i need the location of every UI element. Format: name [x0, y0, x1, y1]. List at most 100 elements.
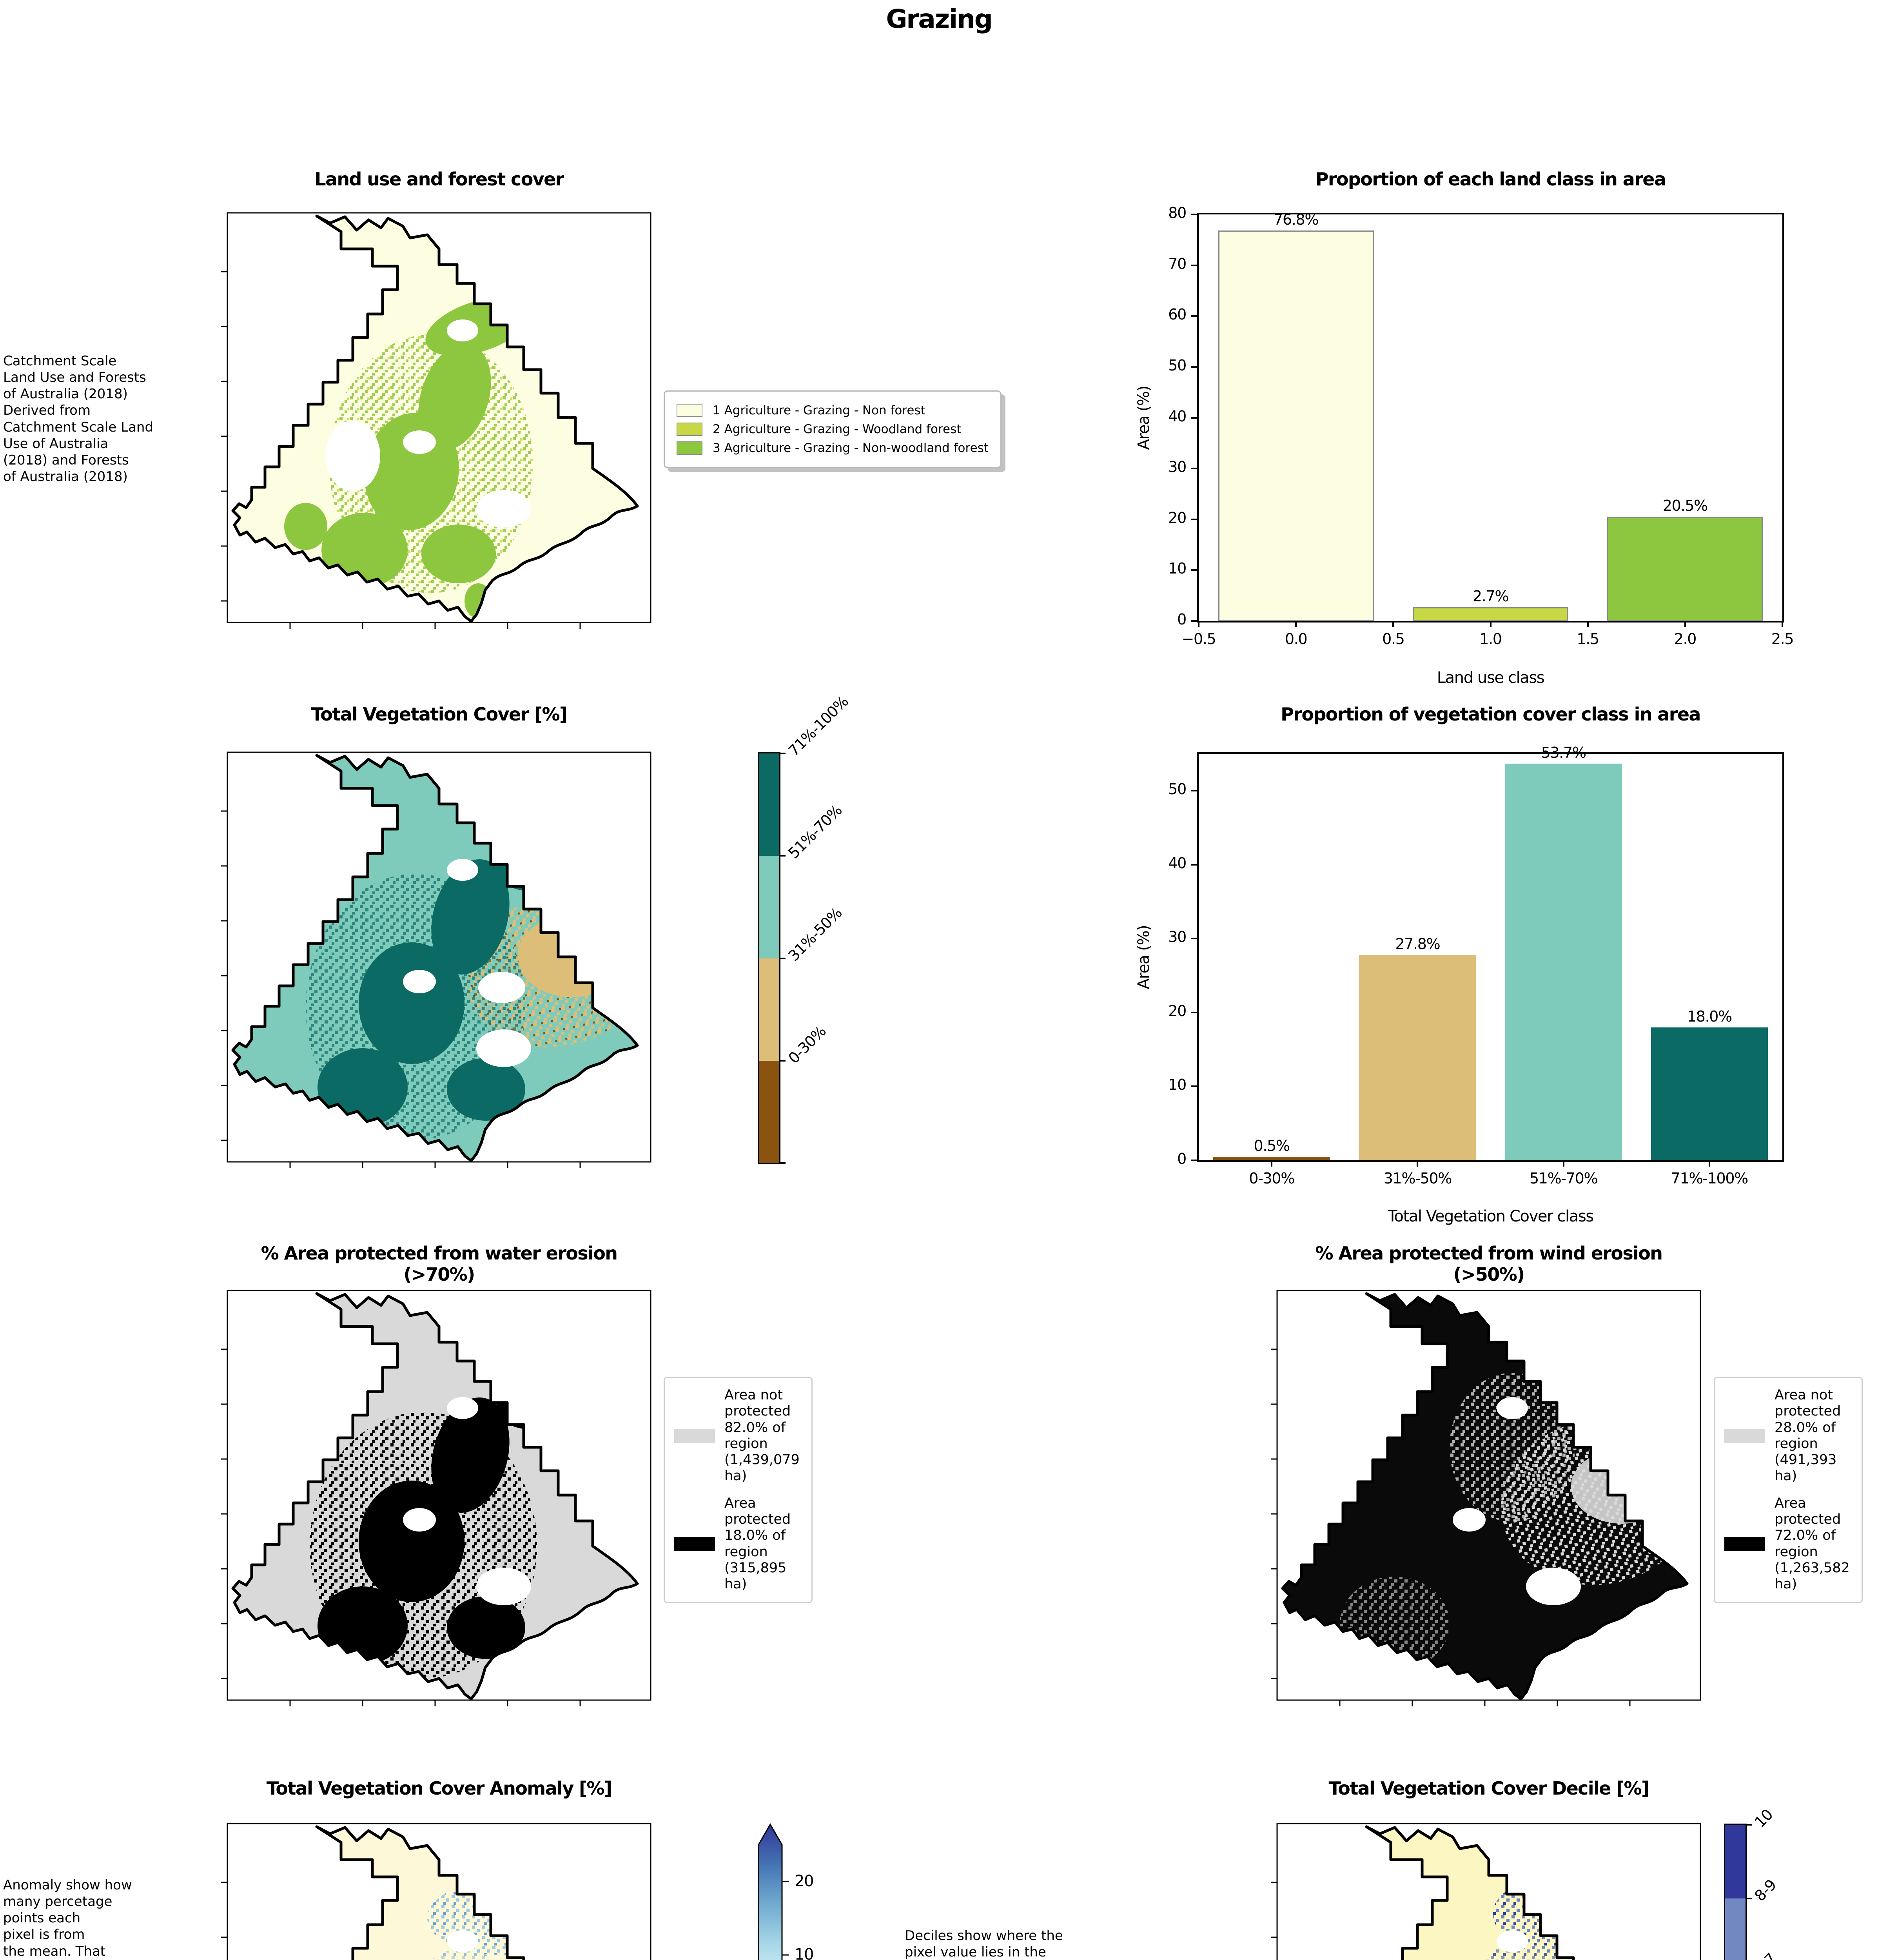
legend-label: Area not protected 82.0% of region (1,43… — [724, 1387, 800, 1484]
y-tick — [1191, 518, 1197, 520]
legend-item: Area protected 72.0% of region (1,263,58… — [1724, 1495, 1852, 1593]
y-tick — [1191, 864, 1197, 866]
y-tick-label: 50 — [1168, 780, 1187, 798]
y-tick-label: 10 — [1168, 560, 1187, 577]
panel-title-water-erosion: % Area protected from water erosion (>70… — [261, 1243, 618, 1285]
y-tick — [1191, 1160, 1197, 1161]
x-axis-label: Land use class — [1437, 669, 1545, 687]
panel-title-land-use: Land use and forest cover — [314, 169, 564, 190]
x-tick-label: 31%-50% — [1383, 1170, 1452, 1187]
legend-item: Area protected 18.0% of region (315,895 … — [674, 1495, 802, 1593]
y-tick — [1191, 468, 1197, 470]
x-tick-label: 51%-70% — [1529, 1170, 1598, 1187]
colorbar-tick — [779, 1162, 786, 1164]
colorbar-segment — [759, 1060, 779, 1163]
legend-label: Area not protected 28.0% of region (491,… — [1775, 1387, 1841, 1484]
y-tick-label: 50 — [1168, 356, 1187, 374]
anomaly-colorbar-ticks — [782, 1881, 789, 1956]
catchment-fill — [233, 1827, 637, 1960]
x-tick-label: 1.0 — [1479, 630, 1502, 648]
y-tick-label: 60 — [1168, 306, 1187, 323]
y-tick — [1191, 214, 1197, 215]
legend-item: 3 Agriculture - Grazing - Non-woodland f… — [677, 441, 989, 455]
colorbar-label: 8-9 — [1751, 1876, 1780, 1905]
map-frame — [1276, 1823, 1701, 1960]
veg-cover-colorbar: 71%-100% 51%-70% 31%-50% 0-30% — [758, 693, 851, 1164]
x-tick — [1198, 621, 1199, 627]
map-frame — [227, 1823, 651, 1960]
colorbar-label: 10 — [1751, 1806, 1776, 1831]
x-axis-label: Total Vegetation Cover class — [1388, 1207, 1594, 1225]
colorbar-tick — [779, 957, 786, 959]
decile-colorbar: 108-94-72-31 — [1724, 1806, 1780, 1960]
land-use-map — [220, 212, 651, 630]
map-frame — [1276, 1290, 1701, 1701]
x-tick — [1684, 621, 1686, 627]
legend-item: Area not protected 28.0% of region (491,… — [1724, 1387, 1852, 1485]
y-tick-label: 20 — [1168, 1002, 1187, 1020]
y-tick — [1191, 1011, 1197, 1013]
colorbar-tick — [779, 855, 786, 857]
panel-title-decile: Total Vegetation Cover Decile [%] — [1328, 1778, 1650, 1799]
x-tick-label: 0.5 — [1382, 630, 1405, 648]
land-use-caption: Catchment Scale Land Use and Forests of … — [3, 353, 154, 485]
legend-swatch — [1724, 1428, 1765, 1443]
bar-value-label: 2.7% — [1472, 588, 1509, 605]
y-tick — [1191, 315, 1197, 317]
bar-value-label: 20.5% — [1662, 497, 1708, 515]
bar — [1412, 607, 1569, 621]
wind-erosion-map — [1270, 1290, 1701, 1707]
colorbar-tick-label: 20 — [795, 1872, 814, 1890]
y-tick-label: 10 — [1168, 1076, 1187, 1094]
colorbar-segment — [759, 856, 779, 958]
veg-cover-map — [220, 751, 651, 1169]
y-tick — [1191, 620, 1197, 622]
panel-title-land-class-chart: Proportion of each land class in area — [1315, 169, 1666, 190]
colorbar-label: 4-7 — [1751, 1950, 1779, 1960]
bar-value-label: 76.8% — [1274, 211, 1319, 229]
legend-swatch — [674, 1537, 715, 1551]
map-frame — [227, 212, 651, 623]
bar — [1213, 1156, 1330, 1160]
legend-item: 2 Agriculture - Grazing - Woodland fores… — [677, 422, 989, 436]
x-tick-label: 71%-100% — [1671, 1170, 1749, 1187]
x-tick — [1295, 621, 1297, 627]
x-tick — [1587, 621, 1589, 627]
anomaly-caption: Anomaly show how many percetage points e… — [3, 1877, 132, 1960]
y-tick — [1191, 264, 1197, 266]
x-tick-label: 2.0 — [1674, 630, 1697, 648]
legend-label: Area protected 18.0% of region (315,895 … — [724, 1495, 791, 1592]
colorbar-segment — [759, 753, 779, 856]
y-tick — [1191, 366, 1197, 368]
decile-patches — [1367, 1873, 1687, 1960]
legend-item: 1 Agriculture - Grazing - Non forest — [677, 403, 989, 417]
bar — [1359, 955, 1476, 1160]
panel-title-veg-chart: Proportion of vegetation cover class in … — [1281, 704, 1701, 725]
x-tick — [1271, 1160, 1273, 1167]
y-tick-label: 0 — [1177, 611, 1187, 628]
water-erosion-map — [220, 1290, 651, 1707]
legend-swatch — [1724, 1537, 1765, 1551]
y-tick-label: 40 — [1168, 854, 1187, 872]
land-class-chart: 0 10 20 30 40 50 60 70 80 −0.5 0.0 0.5 1.0 1.5 2.0 2.5 7… — [1168, 204, 1794, 648]
bar — [1505, 763, 1622, 1160]
x-tick-label: 1.5 — [1577, 630, 1599, 648]
legend-label: 2 Agriculture - Grazing - Woodland fores… — [713, 422, 962, 436]
legend-swatch — [677, 423, 702, 436]
bar-value-label: 53.7% — [1541, 744, 1586, 761]
y-tick-label: 40 — [1168, 407, 1187, 425]
panel-title-wind-erosion: % Area protected from wind erosion (>50%… — [1315, 1243, 1663, 1285]
bar — [1607, 517, 1763, 621]
legend-label: Area protected 72.0% of region (1,263,58… — [1775, 1495, 1850, 1592]
y-tick — [1191, 417, 1197, 419]
x-tick-label: 0-30% — [1249, 1170, 1295, 1187]
map-frame — [227, 751, 651, 1163]
x-tick — [1562, 1160, 1564, 1167]
x-tick-label: 0.0 — [1285, 630, 1308, 648]
legend-label: 1 Agriculture - Grazing - Non forest — [713, 403, 925, 417]
y-tick-label: 80 — [1168, 204, 1187, 221]
colorbar-tick — [779, 1060, 786, 1062]
y-tick-label: 20 — [1168, 509, 1187, 526]
colorbar-label: 31%-50% — [785, 904, 846, 965]
legend-swatch — [677, 441, 702, 455]
